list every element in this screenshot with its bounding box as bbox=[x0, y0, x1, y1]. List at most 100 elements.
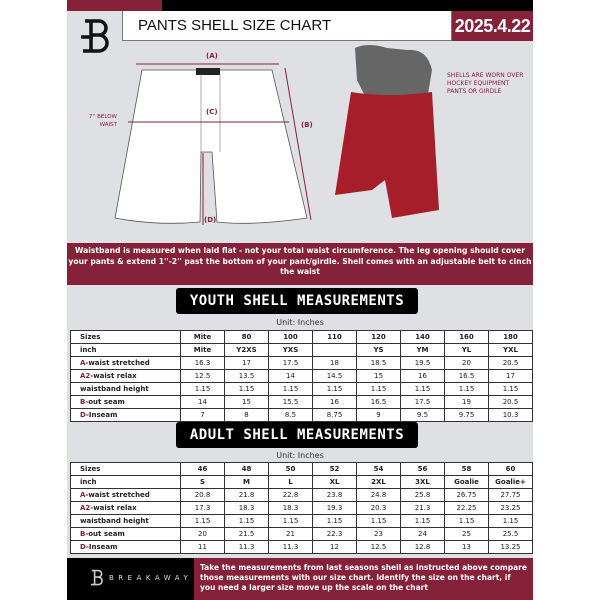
table-cell: 14 bbox=[180, 395, 225, 409]
table-cell: 16 bbox=[312, 395, 357, 409]
table-cell: 46 bbox=[180, 462, 225, 476]
table-cell: 1.15 bbox=[224, 514, 269, 528]
table-cell: 16.5 bbox=[356, 395, 401, 409]
table-cell: 12.8 bbox=[400, 540, 445, 554]
table-row: A-waist stretched 20.8 21.8 22.8 23.8 24.8 25.… bbox=[70, 488, 533, 502]
row-label-prefix: A bbox=[80, 491, 86, 499]
table-cell: 54 bbox=[356, 462, 401, 476]
table-cell: 80 bbox=[224, 330, 269, 344]
table-cell: 1.15 bbox=[312, 382, 357, 396]
row-label: D-Inseam bbox=[70, 408, 181, 422]
table-cell: 1.15 bbox=[356, 514, 401, 528]
table-row: B-out seam 14 15 15.5 16 16.5 17.5 19 20.5 bbox=[70, 395, 533, 409]
table-cell: 21.8 bbox=[224, 488, 269, 502]
table-cell: 19.5 bbox=[400, 356, 445, 370]
top-bar-accent bbox=[67, 0, 162, 11]
table-cell: 1.15 bbox=[444, 382, 489, 396]
youth-table: Sizes Mite 80 100 110 120 140 160 180 inch Mite Y2X… bbox=[70, 330, 533, 422]
table-cell: 11.3 bbox=[224, 540, 269, 554]
table-cell: 11 bbox=[180, 540, 225, 554]
table-cell: 25.5 bbox=[488, 527, 533, 541]
table-cell: 11.3 bbox=[268, 540, 313, 554]
table-cell: 17 bbox=[488, 369, 533, 383]
label-b: (B) bbox=[301, 121, 313, 129]
table-cell: Goalie bbox=[444, 475, 489, 489]
table-cell: 9.75 bbox=[444, 408, 489, 422]
table-cell: 10.3 bbox=[488, 408, 533, 422]
table-cell: 17.5 bbox=[400, 395, 445, 409]
table-cell: S bbox=[180, 475, 225, 489]
table-cell: 1.15 bbox=[312, 514, 357, 528]
table-cell: 22.8 bbox=[268, 488, 313, 502]
row-label-text: -out seam bbox=[85, 398, 125, 406]
table-cell: 1.15 bbox=[488, 514, 533, 528]
row-label-text: -waist relax bbox=[90, 504, 137, 512]
table-cell: 1.15 bbox=[268, 382, 313, 396]
table-row: D-Inseam 7 8 8.5 8.75 9 9.5 9.75 10.3 bbox=[70, 408, 533, 422]
table-cell: 110 bbox=[312, 330, 357, 344]
row-label-text: inch bbox=[80, 346, 97, 354]
row-label-text: Sizes bbox=[80, 333, 101, 341]
row-label-prefix: B bbox=[80, 530, 86, 538]
table-cell: Goalie+ bbox=[488, 475, 533, 489]
footer-brand: BREAKAWAY bbox=[109, 574, 193, 582]
table-cell: 18.5 bbox=[356, 356, 401, 370]
table-cell: 48 bbox=[224, 462, 269, 476]
table-cell: YL bbox=[444, 343, 489, 357]
row-label: inch bbox=[70, 475, 181, 489]
table-row: Sizes Mite 80 100 110 120 140 160 180 bbox=[70, 330, 533, 344]
row-label: D-Inseam bbox=[70, 540, 181, 554]
size-chart-page: PANTS SHELL SIZE CHART 2025.4.22 (A) (C)… bbox=[67, 0, 533, 600]
table-cell: 60 bbox=[488, 462, 533, 476]
footer-instructions: Take the measurements from last seasons … bbox=[194, 558, 533, 600]
table-cell: 25 bbox=[444, 527, 489, 541]
table-cell: 16 bbox=[400, 369, 445, 383]
row-label-text: -out seam bbox=[85, 530, 125, 538]
table-cell: 3XL bbox=[400, 475, 445, 489]
table-cell: 20 bbox=[444, 356, 489, 370]
table-cell: 9 bbox=[356, 408, 401, 422]
label-c: (C) bbox=[206, 108, 218, 116]
row-label: A-waist stretched bbox=[70, 488, 181, 502]
table-cell: 9.5 bbox=[400, 408, 445, 422]
table-cell: 15 bbox=[356, 369, 401, 383]
row-label: B-out seam bbox=[70, 395, 181, 409]
table-cell: 50 bbox=[268, 462, 313, 476]
table-cell: 1.15 bbox=[400, 382, 445, 396]
row-label-text: -waist stretched bbox=[85, 359, 150, 367]
table-cell: 160 bbox=[444, 330, 489, 344]
row-label-prefix: A2 bbox=[80, 504, 91, 512]
table-cell: 20.3 bbox=[356, 501, 401, 515]
table-row: waistband height 1.15 1.15 1.15 1.15 1.15 1.15… bbox=[70, 382, 533, 396]
table-cell: 18.3 bbox=[224, 501, 269, 515]
row-label: Sizes bbox=[70, 330, 181, 344]
table-cell: 1.15 bbox=[180, 514, 225, 528]
table-cell: YS bbox=[356, 343, 401, 357]
waistband-info: Waistband is measured when laid flat - n… bbox=[67, 243, 533, 285]
table-cell: 19 bbox=[444, 395, 489, 409]
table-cell: 25.8 bbox=[400, 488, 445, 502]
table-cell: 8.5 bbox=[268, 408, 313, 422]
youth-unit: Unit: Inches bbox=[276, 318, 324, 327]
table-cell: 14 bbox=[268, 369, 313, 383]
table-cell: 14.5 bbox=[312, 369, 357, 383]
table-cell: 24 bbox=[400, 527, 445, 541]
table-cell: 22.25 bbox=[444, 501, 489, 515]
row-label: A2-waist relax bbox=[70, 369, 181, 383]
table-cell: 180 bbox=[488, 330, 533, 344]
table-cell: 18.3 bbox=[268, 501, 313, 515]
table-row: B-out seam 20 21.5 21 22.3 23 24 25 25.5 bbox=[70, 527, 533, 541]
row-label: A-waist stretched bbox=[70, 356, 181, 370]
row-label-text: -waist stretched bbox=[85, 491, 150, 499]
row-label: waistband height bbox=[70, 514, 181, 528]
date-badge: 2025.4.22 bbox=[452, 11, 533, 41]
shells-note: SHELLS ARE WORN OVER HOCKEY EQUIPMENT PA… bbox=[447, 72, 524, 95]
table-cell: 1.15 bbox=[356, 382, 401, 396]
row-label: inch bbox=[70, 343, 181, 357]
row-label-prefix: B bbox=[80, 398, 86, 406]
table-cell: Y2XS bbox=[224, 343, 269, 357]
table-cell: 120 bbox=[356, 330, 401, 344]
table-cell: 7 bbox=[180, 408, 225, 422]
table-cell: YXS bbox=[268, 343, 313, 357]
adult-title: ADULT SHELL MEASUREMENTS bbox=[176, 422, 418, 448]
